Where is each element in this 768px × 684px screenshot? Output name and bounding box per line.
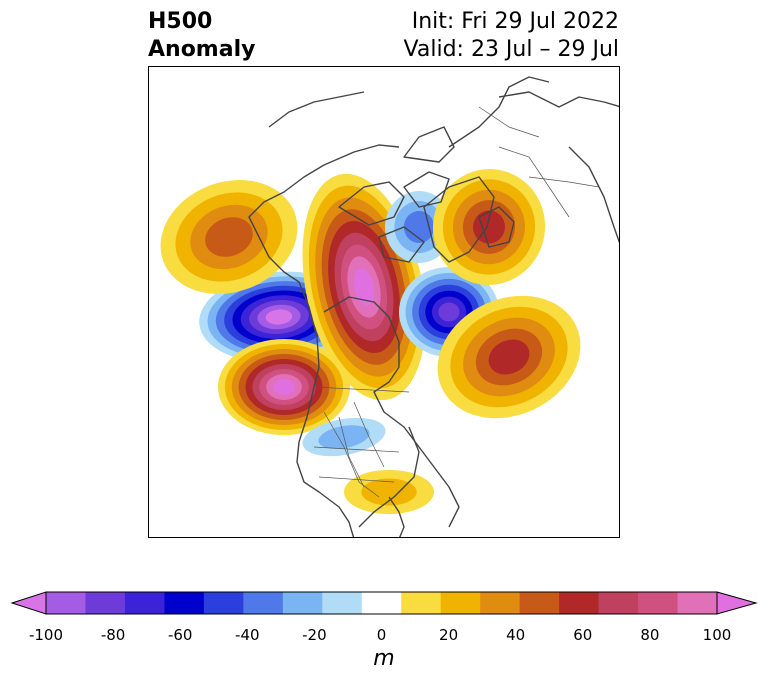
colorbar-tick-label: 60 — [573, 626, 593, 644]
anomaly-north-atlantic — [437, 295, 581, 419]
contour-level — [273, 379, 295, 395]
contour-level — [361, 478, 417, 506]
colorbar-cell — [282, 592, 323, 614]
colorbar-cell — [361, 592, 402, 614]
init-time: Init: Fri 29 Jul 2022 — [411, 9, 619, 34]
anomaly-fields — [160, 169, 581, 514]
colorbar-cell — [598, 592, 639, 614]
colorbar-tick-label: -60 — [167, 626, 193, 644]
colorbar-arrow-high — [716, 591, 758, 615]
colorbar-cell — [124, 592, 165, 614]
colorbar-cell — [164, 592, 205, 614]
anomaly-map — [160, 76, 619, 537]
colorbar-tick-label: 20 — [439, 626, 459, 644]
title-left: H500 Anomaly — [148, 8, 255, 64]
colorbar-tick-label: 0 — [376, 626, 387, 644]
anomaly-southeast-us — [344, 470, 434, 514]
colorbar-cell — [677, 592, 718, 614]
anomaly-bering-strait-west-pacific — [160, 180, 298, 294]
anomaly-pacific-northwest-offshore — [218, 339, 350, 435]
colorbar-cell — [203, 592, 244, 614]
colorbar-cell — [559, 592, 600, 614]
colorbar-tick-label: -20 — [302, 626, 327, 644]
colorbar-tick-label: 40 — [506, 626, 526, 644]
colorbar-tick-label: 80 — [640, 626, 660, 644]
colorbar-cell — [638, 592, 679, 614]
colorbar-cell — [401, 592, 442, 614]
colorbar-cell — [46, 592, 86, 614]
contour-level — [265, 309, 293, 325]
colorbar-cell — [322, 592, 363, 614]
contour-level — [488, 339, 530, 375]
contour-level — [438, 302, 460, 322]
colorbar-tick-label: 100 — [702, 626, 732, 644]
contour-level — [205, 217, 253, 257]
colorbar-cell — [440, 592, 481, 614]
colorbar-unit: m — [373, 646, 395, 671]
borders — [313, 106, 600, 498]
colorbar-cell — [480, 592, 521, 614]
title-right: Init: Fri 29 Jul 2022 Valid: 23 Jul – 29… — [404, 8, 619, 64]
colorbar-cells — [10, 591, 758, 615]
colorbar-tick-label: -80 — [100, 626, 126, 644]
map-panel — [148, 66, 620, 538]
colorbar-outline — [45, 591, 718, 615]
colorbar-cell — [243, 592, 284, 614]
title-line-2: Anomaly — [148, 37, 256, 62]
title-line-1: H500 — [148, 9, 213, 34]
colorbar-tick-label: -100 — [28, 626, 64, 644]
anomaly-gulf-of-alaska — [199, 271, 359, 363]
coastlines — [248, 76, 619, 537]
colorbar-arrow-low — [10, 591, 47, 615]
colorbar-cell — [85, 592, 126, 614]
anomaly-greenland-east — [399, 267, 499, 357]
colorbar — [10, 591, 758, 615]
colorbar-cell — [519, 592, 560, 614]
colorbar-tick-label: -40 — [235, 626, 260, 644]
contour-level — [353, 268, 375, 306]
valid-range: Valid: 23 Jul – 29 Jul — [403, 37, 619, 62]
